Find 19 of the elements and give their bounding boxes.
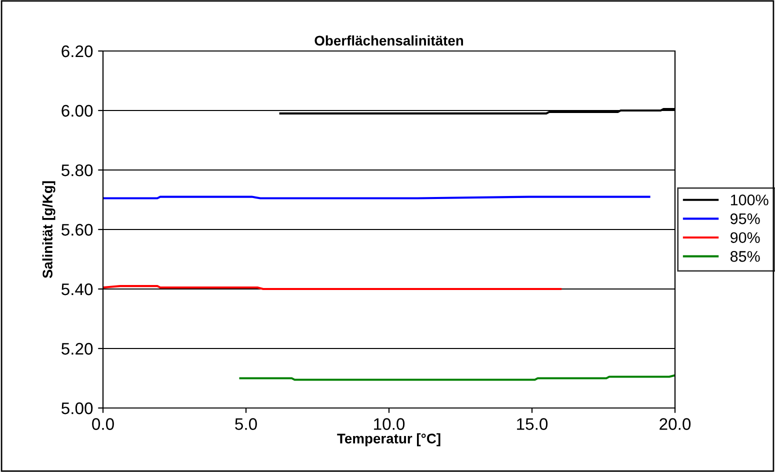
y-tick-label: 5.60 <box>62 224 93 236</box>
y-tick-label: 5.80 <box>62 164 93 176</box>
x-tick-label: 0.0 <box>92 418 114 430</box>
chart-title: Oberflächensalinitäten <box>314 35 464 46</box>
x-axis-title: Temperatur [°C] <box>337 433 440 446</box>
legend-label: 90% <box>730 232 760 244</box>
x-tick-label: 15.0 <box>517 418 548 430</box>
x-tick-label: 10.0 <box>374 418 405 430</box>
legend-label: 85% <box>730 251 760 262</box>
x-tick-label: 20.0 <box>660 418 691 430</box>
legend-label: 100% <box>730 194 768 206</box>
legend-label: 95% <box>730 213 760 224</box>
y-tick-label: 5.40 <box>62 283 93 296</box>
y-tick-label: 6.00 <box>62 104 93 117</box>
y-tick-label: 5.00 <box>62 402 93 414</box>
y-tick-label: 5.20 <box>62 342 93 355</box>
y-axis-title: Salinität [g/Kg] <box>42 181 56 278</box>
y-tick-label: 6.20 <box>62 45 93 58</box>
x-tick-label: 5.0 <box>235 418 257 430</box>
